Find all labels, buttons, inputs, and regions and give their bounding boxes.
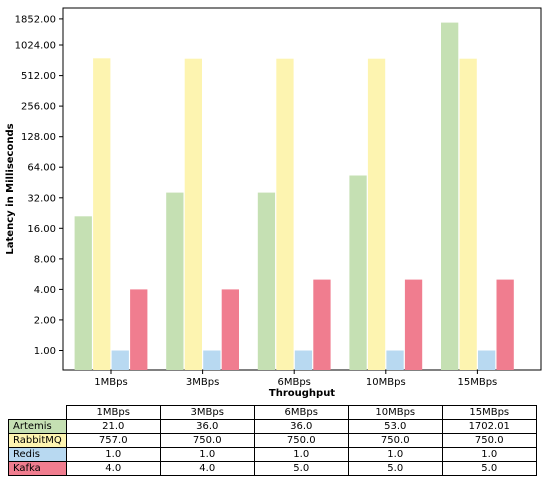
table-cell: 5.0	[253, 461, 349, 476]
bar-rabbitmq-15mbps	[459, 58, 477, 370]
table-cell: 1.0	[159, 447, 255, 462]
y-tick-label: 16.00	[27, 224, 56, 235]
bar-rabbitmq-3mbps	[184, 58, 202, 370]
table-column-header: 6MBps	[253, 405, 349, 420]
table-cell: 5.0	[347, 461, 443, 476]
y-tick-label: 2.00	[34, 315, 56, 326]
bar-redis-6mbps	[294, 350, 313, 370]
table-cell: 750.0	[253, 433, 349, 448]
bar-kafka-3mbps	[221, 289, 239, 370]
table-cell: 1702.01	[441, 419, 537, 434]
x-tick-label: 15MBps	[458, 377, 498, 388]
bar-artemis-3mbps	[166, 192, 184, 370]
table-row-header-kafka: Kafka	[8, 461, 67, 476]
y-tick-label: 128.00	[21, 132, 56, 143]
table-row: Artemis 21.0 36.0 36.0 53.0 1702.01	[8, 419, 537, 434]
y-tick-label: 4.00	[34, 285, 56, 296]
x-tick-label: 1MBps	[94, 377, 127, 388]
x-tick-label: 3MBps	[186, 377, 219, 388]
latency-bar-chart: 1.00 2.00 4.00 8.00 16.00 32.00 64.00 128.00 256…	[5, 7, 542, 399]
y-tick-label: 8.00	[34, 254, 56, 265]
table-row-header-artemis: Artemis	[8, 419, 67, 434]
x-tick-label: 6MBps	[277, 377, 310, 388]
bar-redis-1mbps	[111, 350, 129, 370]
bar-rabbitmq-1mbps	[93, 58, 111, 371]
bar-artemis-10mbps	[349, 175, 367, 370]
table-row: Kafka 4.0 4.0 5.0 5.0 5.0	[8, 461, 537, 476]
table-cell: 53.0	[347, 419, 443, 434]
bar-kafka-6mbps	[313, 279, 331, 370]
table-row-header-rabbitmq: RabbitMQ	[8, 433, 67, 448]
table-cell: 1.0	[253, 447, 349, 462]
table-cell: 1.0	[441, 447, 537, 462]
y-tick-label: 256.00	[21, 102, 56, 113]
bar-redis-10mbps	[386, 350, 404, 370]
y-tick-label: 512.00	[21, 71, 56, 82]
table-cell: 757.0	[65, 433, 161, 448]
table-cell: 1.0	[65, 447, 161, 462]
table-cell: 750.0	[441, 433, 537, 448]
table-column-header: 1MBps	[65, 405, 161, 420]
bars-group	[74, 22, 514, 371]
y-tick-label: 32.00	[27, 193, 56, 204]
y-axis-title: Latency in Milliseconds	[5, 123, 16, 254]
x-axis-title: Throughput	[269, 388, 335, 399]
y-tick-label: 1024.00	[15, 41, 56, 52]
bar-rabbitmq-6mbps	[276, 58, 294, 370]
y-axis-ticks: 1.00 2.00 4.00 8.00 16.00 32.00 64.00 128.00 256…	[15, 14, 63, 357]
table-row: Redis 1.0 1.0 1.0 1.0 1.0	[8, 447, 537, 462]
table-corner	[9, 406, 67, 420]
table-cell: 21.0	[65, 419, 161, 434]
table-column-header: 10MBps	[347, 405, 443, 420]
table-cell: 1.0	[347, 447, 443, 462]
table-cell: 4.0	[65, 461, 161, 476]
table-cell: 4.0	[159, 461, 255, 476]
table-cell: 5.0	[441, 461, 537, 476]
bar-artemis-15mbps	[441, 22, 459, 370]
table-cell: 750.0	[347, 433, 443, 448]
x-axis-ticks: 1MBps 3MBps 6MBps 10MBps 15MBps	[94, 370, 497, 388]
table-cell: 750.0	[159, 433, 255, 448]
x-tick-label: 10MBps	[366, 377, 406, 388]
table-cell: 36.0	[253, 419, 349, 434]
y-tick-label: 64.00	[27, 163, 56, 174]
y-tick-label: 1.00	[34, 346, 56, 357]
bar-artemis-6mbps	[257, 192, 276, 370]
table-header-row: 1MBps 3MBps 6MBps 10MBps 15MBps	[9, 405, 537, 420]
table-row-header-redis: Redis	[8, 447, 67, 462]
table-row: RabbitMQ 757.0 750.0 750.0 750.0 750.0	[8, 433, 537, 448]
bar-kafka-10mbps	[404, 279, 423, 370]
bar-kafka-1mbps	[130, 289, 148, 370]
table-column-header: 3MBps	[159, 405, 255, 420]
table-column-header: 15MBps	[441, 405, 537, 420]
bar-rabbitmq-10mbps	[367, 58, 386, 370]
bar-kafka-15mbps	[496, 279, 514, 370]
data-table: 1MBps 3MBps 6MBps 10MBps 15MBps Artemis 21.0 3…	[8, 405, 537, 476]
bar-redis-15mbps	[478, 350, 496, 370]
bar-redis-3mbps	[203, 350, 221, 370]
table-body: Artemis 21.0 36.0 36.0 53.0 1702.01 RabbitMQ 75…	[8, 419, 537, 476]
bar-artemis-1mbps	[74, 216, 92, 370]
y-tick-label: 1852.00	[15, 14, 56, 25]
table-cell: 36.0	[159, 419, 255, 434]
